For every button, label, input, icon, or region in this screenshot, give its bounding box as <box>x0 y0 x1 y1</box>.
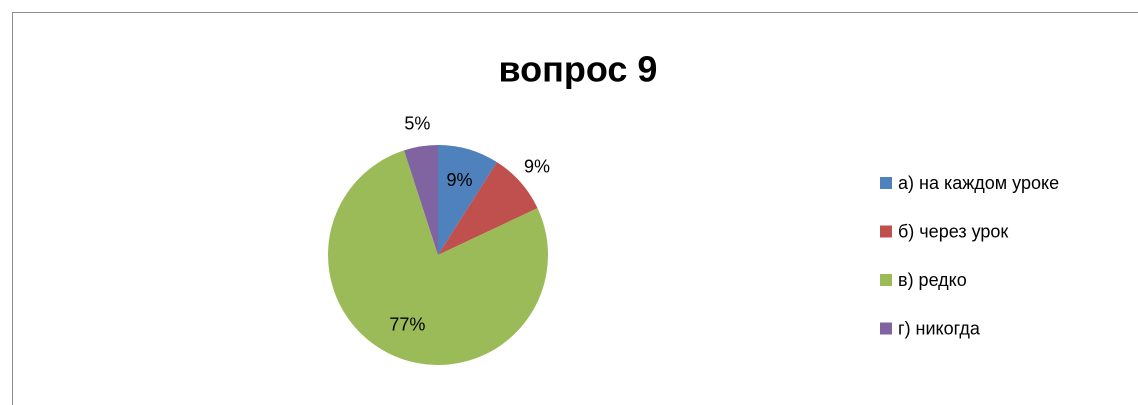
pie-slice <box>328 150 548 365</box>
data-label: 9% <box>524 156 550 176</box>
chart-title: вопрос 9 <box>499 49 658 90</box>
pie-slice <box>404 145 438 255</box>
data-label: 5% <box>404 113 430 133</box>
legend-label: в) редко <box>898 270 967 290</box>
data-label: 9% <box>446 170 472 190</box>
legend-label: а) на каждом уроке <box>898 173 1059 193</box>
legend-swatch <box>880 225 892 238</box>
legend-swatch <box>880 322 892 335</box>
legend-label: г) никогда <box>898 318 981 338</box>
legend-label: б) через урок <box>898 221 1008 241</box>
pie-slice <box>438 162 538 255</box>
data-label: 77% <box>389 314 425 334</box>
legend-swatch <box>880 177 892 189</box>
pie-slice <box>438 145 497 255</box>
legend-swatch <box>880 274 892 286</box>
chart-frame <box>12 12 1138 405</box>
